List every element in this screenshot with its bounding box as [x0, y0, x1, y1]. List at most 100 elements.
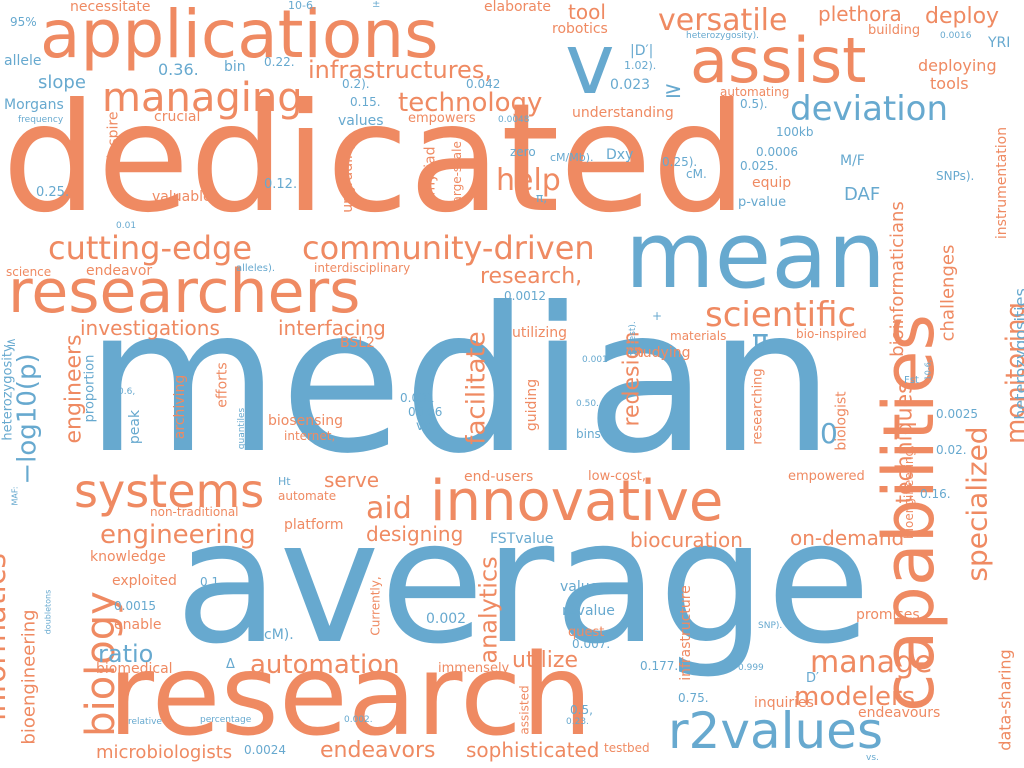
word: Fst — [904, 375, 919, 386]
word: versatile — [658, 3, 788, 38]
word: innovative — [430, 469, 724, 534]
word: 0.5). — [740, 97, 768, 111]
word: help — [496, 163, 561, 198]
word: SNPs). — [936, 169, 975, 183]
word: 0.75. — [678, 691, 709, 705]
word: MAF: — [10, 486, 20, 506]
word: 0.002 — [426, 611, 467, 627]
word: plethora — [818, 2, 902, 26]
word: frequency — [18, 115, 64, 125]
word: relative — [128, 717, 162, 727]
word: interdisciplinary — [314, 261, 411, 275]
word: deviation — [790, 89, 949, 129]
word: 0.12. — [264, 177, 298, 192]
word: ≤ — [6, 335, 17, 349]
word: microbiologists — [96, 742, 233, 763]
word: heterozygosity). — [686, 31, 760, 41]
word: mean — [625, 202, 886, 309]
word: designing — [366, 522, 464, 546]
word: Currently, — [368, 576, 383, 636]
word: science — [6, 265, 52, 279]
word: Δ — [226, 657, 235, 672]
word: 0.16. — [920, 487, 951, 501]
word: endeavours — [858, 705, 941, 721]
word: p-value — [738, 195, 787, 210]
word: building — [868, 23, 921, 38]
word: v — [565, 15, 615, 113]
word: M/F — [840, 153, 865, 169]
word: 10-6. — [288, 0, 317, 12]
word: 0.1. — [200, 575, 223, 589]
word: zero — [510, 145, 536, 159]
word: dedicated — [2, 72, 748, 246]
word: promises — [856, 607, 920, 623]
word: research, — [480, 264, 583, 289]
word: serve — [324, 468, 380, 492]
word: studying — [630, 345, 691, 361]
word: 0.5, — [570, 703, 593, 717]
word: materials — [670, 329, 727, 343]
word: research — [108, 631, 593, 761]
word: 0.106 — [408, 405, 443, 419]
word: 0.042 — [466, 77, 501, 91]
word: 0.001 — [582, 355, 608, 365]
word: inspire — [105, 111, 122, 159]
word: 0.25). — [662, 155, 698, 169]
word: heterozygosities — [1010, 288, 1024, 420]
word: infrastructure — [677, 585, 694, 681]
word: alleles). — [236, 263, 276, 274]
word: large-scale — [449, 141, 464, 207]
word: platform — [284, 517, 344, 533]
word: π, — [536, 191, 548, 205]
word: on-demand — [790, 526, 905, 550]
word: immensely — [438, 661, 510, 676]
word: 0.15. — [350, 95, 381, 109]
word: sophisticated — [466, 738, 600, 762]
word: SNP). — [758, 621, 783, 631]
word: 100kb — [776, 125, 814, 139]
word: 0.01 — [116, 221, 137, 231]
word: proportion — [82, 354, 98, 423]
word: analytics — [474, 556, 503, 664]
word: cM. — [686, 167, 707, 181]
word: r2values — [668, 702, 883, 760]
word: heterozygosity — [0, 344, 16, 441]
word: vs — [416, 419, 431, 434]
word: infrastructures, — [308, 56, 492, 84]
word: biosensing — [268, 413, 344, 429]
word: empowers — [408, 111, 476, 126]
word: researchers — [8, 257, 361, 327]
word: utilize — [512, 648, 578, 673]
word: 0.6, — [118, 387, 136, 397]
word: bin — [224, 59, 246, 75]
word: endeavors — [320, 738, 436, 763]
word: empowered — [788, 469, 865, 484]
word: Dxy — [606, 147, 634, 163]
word: deploying — [918, 56, 997, 75]
word: data-sharing — [995, 649, 1015, 751]
word: Morgans — [4, 97, 64, 113]
word: quantiles — [237, 407, 248, 450]
word: bio-inspired — [796, 327, 867, 341]
word: technology — [398, 88, 543, 118]
word: inquiries — [754, 695, 814, 711]
word: biologist — [833, 391, 850, 451]
word: quest — [568, 625, 605, 640]
word: guiding — [524, 378, 541, 432]
word: 10-6, — [923, 359, 933, 381]
word: 0.0015 — [114, 599, 156, 613]
word: π — [752, 323, 769, 356]
word: aid — [366, 491, 412, 526]
word: automating — [720, 85, 790, 99]
word: 0.177. — [640, 659, 679, 673]
word: 0.0048 — [498, 115, 530, 125]
word: specialized — [960, 426, 994, 582]
word: 0.025. — [740, 159, 779, 173]
word: cM). — [264, 627, 294, 643]
word: 0.0016 — [940, 31, 972, 41]
word: crucial — [154, 109, 201, 125]
word: assisted — [517, 685, 532, 735]
word: + — [652, 309, 663, 323]
word: 0.999 — [738, 663, 764, 673]
